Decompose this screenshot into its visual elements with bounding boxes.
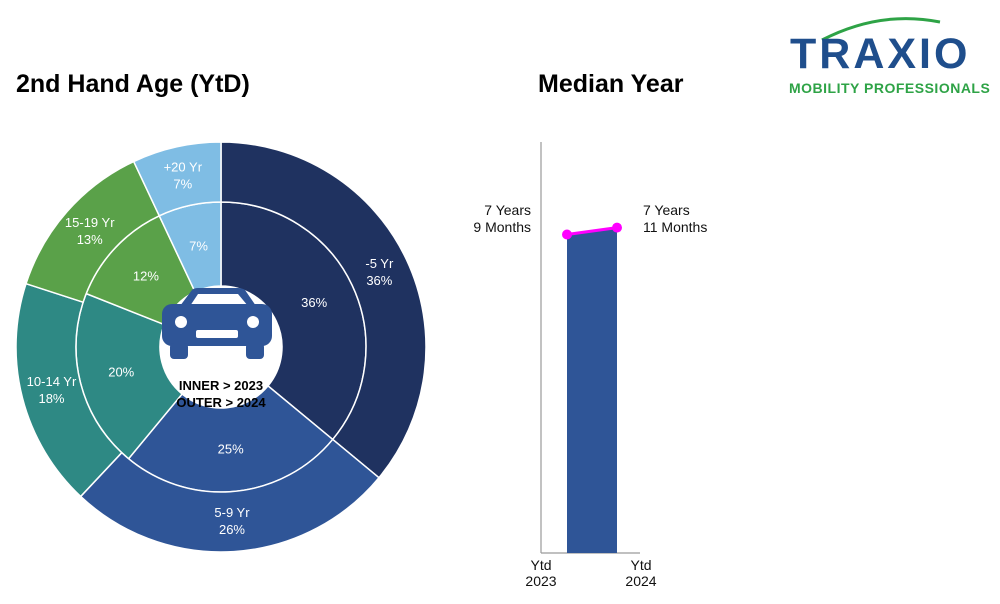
outer-slice-5-9-yr: [79, 438, 381, 553]
median-category-label-1: Ytd 2024: [625, 557, 656, 589]
donut-center-legend: INNER > 2023 OUTER > 2024: [176, 378, 266, 410]
logo-tagline: MOBILITY PROFESSIONALS: [789, 80, 991, 96]
center-label-inner: INNER > 2023: [179, 378, 263, 393]
median-value-label-1: 7 Years 11 Months: [643, 202, 707, 235]
outer-label-10-14-yr: 10-14 Yr 18%: [27, 374, 77, 406]
logo-swoosh: [821, 17, 941, 42]
median-value-label-0: 7 Years 9 Months: [473, 202, 531, 235]
nested-donut-chart: 36% 25% 20% 12% 7% -5 Yr 36% 5-9 Yr 26% 10-14 Yr 1…: [15, 141, 427, 553]
car-icon: [162, 288, 272, 359]
outer-slice-5-yr: [220, 141, 427, 479]
median-bar: [567, 227, 617, 553]
outer-label-5-yr: -5 Yr 36%: [365, 256, 394, 288]
inner-label-5-yr: 36%: [301, 295, 327, 310]
median-category-label-0: Ytd 2023: [525, 557, 556, 589]
median-trend-line: [566, 226, 618, 236]
traxio-logo: TRAXIO MOBILITY PROFESSIONALS: [760, 8, 995, 103]
center-label-outer: OUTER > 2024: [176, 395, 266, 410]
outer-slice-20-yr: [132, 141, 222, 217]
inner-label-5-9-yr: 25%: [218, 442, 244, 457]
donut-chart-title: 2nd Hand Age (YtD): [16, 70, 250, 98]
outer-label-20-yr: +20 Yr 7%: [164, 160, 203, 192]
inner-label-20-yr: 7%: [189, 238, 208, 253]
median-year-chart: 7 Years 9 Months 7 Years 11 Months Ytd 2023 Yt…: [473, 142, 707, 589]
logo-wordmark: TRAXIO: [790, 30, 971, 78]
median-year-title: Median Year: [538, 70, 684, 98]
inner-label-15-19-yr: 12%: [133, 268, 159, 283]
outer-label-5-9-yr: 5-9 Yr 26%: [214, 505, 250, 537]
median-point-1: [612, 222, 622, 233]
inner-label-10-14-yr: 20%: [108, 365, 134, 380]
median-point-0: [562, 229, 572, 240]
outer-label-15-19-yr: 15-19 Yr 13%: [65, 215, 115, 247]
